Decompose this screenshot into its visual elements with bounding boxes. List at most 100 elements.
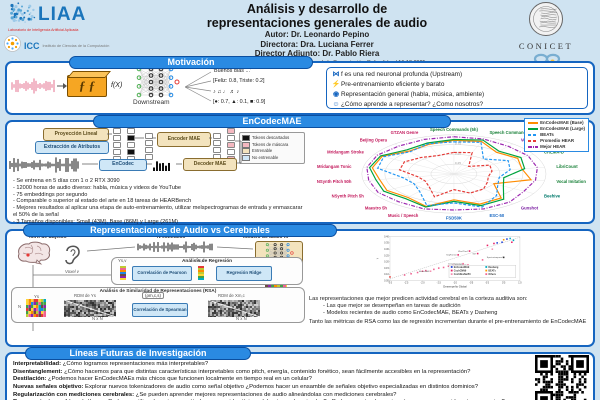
diagram-connectors bbox=[82, 133, 242, 165]
svg-text:0.20: 0.20 bbox=[384, 261, 389, 264]
motivacion-bullet: ☺ ¿Cómo aprende a representar? ¿Como nos… bbox=[331, 100, 583, 110]
rho-chip: (ρm,c,s) bbox=[142, 292, 164, 299]
svg-text:Music / Speech: Music / Speech bbox=[388, 213, 419, 218]
decoder-mae-box: Decoder MAE bbox=[183, 158, 237, 171]
rsa-title: Análisis de Similaridad de Representacio… bbox=[99, 289, 217, 294]
encodecmae-architecture-diagram: Proyección Lineal Extracción de Atributo… bbox=[7, 126, 307, 176]
legend-label: Tokens descartados bbox=[252, 135, 290, 140]
poster-title: Análisis y desarrollo de representacione… bbox=[206, 2, 428, 30]
svg-text:-0.5: -0.5 bbox=[469, 282, 474, 285]
rdm-y-label: RDM de Ys bbox=[74, 293, 96, 298]
downstream-network-icon bbox=[133, 65, 181, 104]
radar-legend: EnCodecMAE (Base) EnCodecMAE (Large) BEA… bbox=[524, 118, 589, 152]
svg-text:Desempeño Global: Desempeño Global bbox=[443, 284, 467, 288]
downstream-output-item: [●: 0.7, ▲: 0.1, ■: 0.9] bbox=[213, 98, 266, 105]
futuras-item: Disentanglement: ¿Cómo hacemos para que … bbox=[13, 369, 527, 377]
futuras-item: Nuevas señales objetivo: Explorar nuevos… bbox=[13, 384, 527, 392]
svg-text:SepFormer: SepFormer bbox=[446, 254, 457, 257]
svg-text:0.75: 0.75 bbox=[455, 142, 461, 146]
cerebrales-results: 0.05 0.10 0.15 0.20 0.25 0.30 0.35 0.40 -3.0 -2.5… bbox=[309, 231, 593, 345]
futuras-list: Interpretabilidad: ¿Cómo logramos repres… bbox=[7, 354, 531, 400]
bullet-text: ¿Cómo aprende a representar? ¿Como nosot… bbox=[341, 101, 484, 108]
downstream-output-item: 'Buenos días ...' bbox=[213, 68, 252, 74]
svg-text:0.40: 0.40 bbox=[384, 235, 389, 238]
svg-text:0.10: 0.10 bbox=[384, 273, 389, 276]
section-encodecmae: EnCodecMAE Proyección Lineal Extracción … bbox=[5, 115, 595, 225]
svg-text:-2.5: -2.5 bbox=[404, 282, 409, 285]
bullet-text: Pre-entrenamiento eficiente y barato bbox=[341, 81, 445, 88]
ys-label: Ys bbox=[34, 294, 40, 299]
rsa-panel: Análisis de Similaridad de Representacio… bbox=[11, 287, 305, 323]
legend-row: Tokens de máscara bbox=[242, 142, 302, 149]
radar-legend-label: BEATs bbox=[540, 132, 554, 137]
svg-text:GTZAN Genre: GTZAN Genre bbox=[391, 130, 419, 135]
header-logos-left: LIAA Laboratorio de Inteligencia Artific… bbox=[0, 0, 142, 56]
svg-text:0.5: 0.5 bbox=[502, 282, 506, 285]
liaa-tagline: Laboratorio de Inteligencia Artificial A… bbox=[8, 28, 79, 32]
downstream-output-item: ♪ ♫ ♩ ♬ ♪ bbox=[213, 88, 240, 95]
yhat-col-label: Ŷs,v bbox=[196, 258, 205, 263]
legend-row: Entrenable bbox=[242, 148, 302, 155]
uba-seal-icon bbox=[528, 2, 564, 41]
motivacion-pipeline-diagram: ƒ ƒ f(X) Downstream 'Buenos días ...' [Fe… bbox=[7, 63, 321, 113]
bullet-icon: ⚡ bbox=[331, 81, 341, 88]
ridge-box: Regresión Ridge bbox=[216, 266, 272, 281]
svg-text:Beehive: Beehive bbox=[544, 194, 561, 199]
futuras-item-text: Explorar nuevos tokenizadores de audio c… bbox=[83, 384, 478, 391]
legend-row: Tokens descartados bbox=[242, 135, 302, 142]
bullet-icon: ⋈ bbox=[332, 71, 340, 78]
svg-text:FSD50K: FSD50K bbox=[446, 216, 462, 221]
author-line: Autor: Dr. Leonardo Pepino bbox=[264, 30, 370, 39]
bullet-icon: ◉ bbox=[332, 91, 340, 98]
radar-legend-swatch bbox=[528, 133, 539, 137]
svg-text:0.35: 0.35 bbox=[384, 242, 389, 245]
svg-text:-1.5: -1.5 bbox=[437, 282, 442, 285]
header-logos-right: CONICET bbox=[492, 0, 600, 64]
liaa-name: LIAA bbox=[38, 4, 87, 25]
section-title-cerebrales: Representaciones de Audio vs Cerebrales bbox=[23, 224, 337, 237]
svg-text:-2.0: -2.0 bbox=[420, 282, 425, 285]
audio-waveform-icon bbox=[9, 157, 81, 173]
encodecmae-bullet: 75 embeddings por segundo bbox=[13, 192, 303, 199]
svg-text:0.30: 0.30 bbox=[384, 248, 389, 251]
motivacion-bullets: ⋈ f es una red neuronal profunda (Upstre… bbox=[326, 67, 588, 109]
regression-title: Análisis de Regresión bbox=[181, 259, 233, 264]
arrow-icon bbox=[57, 83, 67, 89]
svg-text:-3.0: -3.0 bbox=[388, 282, 393, 285]
token-stack-encoded bbox=[213, 133, 221, 160]
legend-label: No entrenable bbox=[252, 154, 279, 160]
svg-text:-1.0: -1.0 bbox=[453, 282, 458, 285]
regression-panel: Análisis de Regresión Ys,v Correlación d… bbox=[111, 257, 303, 285]
conicet-wordmark: CONICET bbox=[518, 41, 574, 51]
futuras-item-text: ¿Cómo logramos representaciones más inte… bbox=[61, 361, 209, 367]
svg-text:EnCodecMAE: EnCodecMAE bbox=[454, 266, 470, 269]
svg-text:NSynth Pitch 5h: NSynth Pitch 5h bbox=[332, 194, 365, 199]
svg-text:0.15: 0.15 bbox=[384, 267, 389, 270]
svg-text:Speech Commands (5h): Speech Commands (5h) bbox=[430, 127, 478, 132]
futuras-item: Regularización con mediciones cerebrales… bbox=[13, 392, 527, 400]
section-title-futuras: Líneas Futuras de Investigación bbox=[25, 347, 251, 360]
section-title-motivacion: Motivación bbox=[69, 56, 313, 69]
svg-text:DeepSpeech2: DeepSpeech2 bbox=[448, 263, 462, 265]
futuras-item-text: ¿Cómo hacemos para que distintas caracte… bbox=[62, 368, 471, 375]
encodecmae-bullet: 12000 horas de audio diverso: habla, mús… bbox=[13, 185, 303, 192]
cerebrales-diagram: fMRI de Sujetos N estímulos Modelo de au… bbox=[7, 231, 309, 345]
radar-legend-label: Mejor HEAR bbox=[540, 144, 566, 149]
svg-text:Maestro 5h: Maestro 5h bbox=[365, 205, 388, 210]
fmri-label: fMRI de Sujetos bbox=[29, 234, 67, 240]
pearson-box: Correlación de Pearson bbox=[132, 266, 192, 281]
token-histogram-icon bbox=[153, 157, 175, 171]
svg-text:CochCNN9: CochCNN9 bbox=[454, 270, 467, 273]
svg-text:0.50: 0.50 bbox=[455, 151, 461, 155]
downstream-output-item: [Feliz: 0.8, Triste: 0.2] bbox=[213, 78, 265, 85]
radar-legend-row: Promedio HEAR bbox=[528, 138, 585, 144]
projection-box: Proyección Lineal bbox=[43, 128, 109, 141]
svg-text:Dasheng: Dasheng bbox=[488, 266, 499, 269]
stimuli-label: N estímulos bbox=[157, 234, 186, 240]
findings-block: Las representaciones que mejor predicen … bbox=[309, 296, 589, 327]
liaa-logo: LIAA bbox=[4, 1, 142, 28]
nxn-label-2: N x N bbox=[236, 316, 247, 321]
encodecmae-right: EnCodecMAE (Base) EnCodecMAE (Large) BEA… bbox=[307, 118, 593, 222]
legend-row: No entrenable bbox=[242, 155, 302, 162]
svg-text:0.25: 0.25 bbox=[384, 254, 389, 257]
